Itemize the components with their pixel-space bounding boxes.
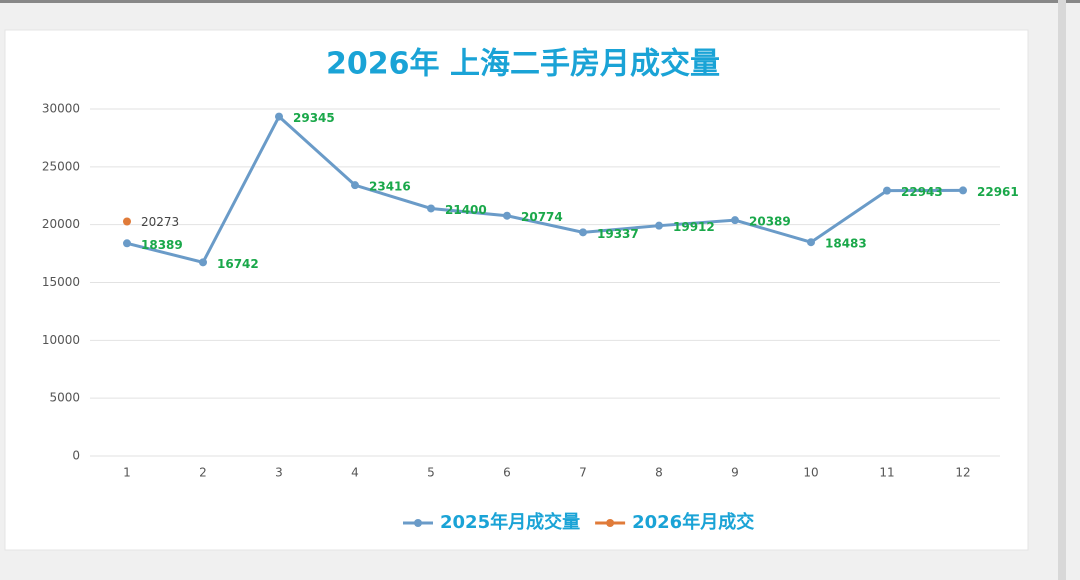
data-point [351, 181, 359, 190]
data-label: 21400 [445, 203, 487, 217]
x-tick-label: 3 [275, 466, 283, 480]
data-point [123, 217, 131, 226]
y-tick-label: 15000 [42, 275, 80, 289]
x-tick-label: 8 [655, 466, 663, 480]
data-point [199, 258, 207, 267]
data-label: 22961 [977, 185, 1019, 199]
x-tick-label: 11 [879, 466, 894, 480]
x-tick-label: 1 [123, 466, 131, 480]
x-tick-label: 6 [503, 466, 511, 480]
legend-marker [606, 519, 615, 527]
top-border [0, 0, 1080, 3]
data-label: 20774 [521, 210, 563, 224]
data-point [731, 216, 739, 225]
x-tick-label: 2 [199, 466, 207, 480]
y-tick-label: 10000 [42, 333, 80, 347]
y-tick-label: 25000 [42, 159, 80, 173]
x-tick-label: 7 [579, 466, 587, 480]
data-point [427, 204, 435, 213]
data-label: 18483 [825, 237, 867, 251]
data-label: 19337 [597, 227, 639, 241]
data-point [655, 221, 663, 230]
x-tick-label: 4 [351, 466, 359, 480]
data-point [883, 186, 891, 195]
x-tick-label: 10 [803, 466, 818, 480]
y-tick-label: 5000 [49, 391, 80, 405]
chart-title: 2026年 上海二手房月成交量 [326, 47, 720, 82]
data-label: 22943 [901, 185, 943, 199]
data-label: 19912 [673, 220, 715, 234]
data-label: 16742 [217, 257, 259, 271]
data-point [807, 238, 815, 247]
data-label: 20389 [749, 215, 791, 229]
data-label: 29345 [293, 111, 335, 125]
data-label: 18389 [141, 238, 183, 252]
x-tick-label: 12 [955, 466, 970, 480]
y-tick-label: 20000 [42, 217, 80, 231]
data-point [503, 211, 511, 220]
x-tick-label: 9 [731, 466, 739, 480]
chart-area [4, 29, 1029, 551]
y-tick-label: 30000 [42, 102, 80, 116]
data-label: 20273 [141, 215, 179, 229]
data-point [959, 186, 967, 195]
series-line [126, 114, 964, 265]
legend-marker [414, 519, 422, 527]
y-tick-label: 0 [72, 449, 80, 463]
data-point [123, 239, 131, 248]
scrollbar [1058, 0, 1066, 580]
data-point [275, 112, 283, 121]
legend-label: 2025年月成交量 [440, 511, 580, 533]
legend-label: 2026年月成交 [632, 511, 754, 533]
data-point [579, 228, 587, 237]
x-tick-label: 5 [427, 466, 435, 480]
data-label: 23416 [369, 180, 411, 194]
